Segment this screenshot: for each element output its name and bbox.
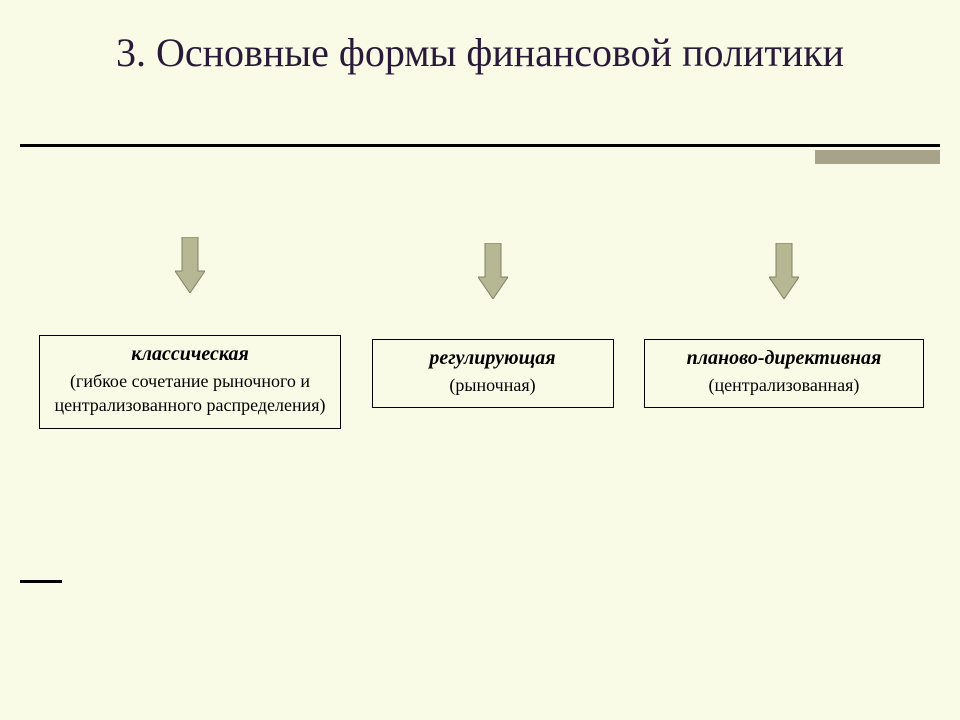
box-3-subtitle: (централизованная) bbox=[651, 373, 917, 397]
rule-accent bbox=[815, 150, 940, 164]
box-3: планово-директивная (централизованная) bbox=[644, 339, 924, 408]
arrow-2 bbox=[478, 235, 508, 335]
arrow-3 bbox=[769, 235, 799, 335]
bullet-marker bbox=[20, 580, 62, 583]
title-rule bbox=[0, 144, 960, 158]
down-arrow-icon bbox=[175, 237, 205, 293]
rule-top bbox=[20, 144, 940, 147]
box-1: классическая (гибкое сочетание рыночного… bbox=[39, 335, 341, 429]
diagram: классическая (гибкое сочетание рыночного… bbox=[39, 235, 924, 429]
box-2-subtitle: (рыночная) bbox=[379, 373, 607, 397]
branch-3: планово-директивная (централизованная) bbox=[644, 235, 924, 408]
down-arrow-icon bbox=[769, 243, 799, 299]
arrow-1 bbox=[175, 235, 205, 335]
box-2: регулирующая (рыночная) bbox=[372, 339, 614, 408]
branch-1: классическая (гибкое сочетание рыночного… bbox=[39, 235, 341, 429]
slide-title: 3. Основные формы финансовой политики bbox=[0, 0, 960, 78]
down-arrow-icon bbox=[478, 243, 508, 299]
box-2-title: регулирующая bbox=[379, 346, 607, 371]
box-1-subtitle: (гибкое сочетание рыночного и централизо… bbox=[46, 369, 334, 418]
box-1-title: классическая bbox=[46, 342, 334, 367]
box-3-title: планово-директивная bbox=[651, 346, 917, 371]
branch-2: регулирующая (рыночная) bbox=[372, 235, 614, 408]
